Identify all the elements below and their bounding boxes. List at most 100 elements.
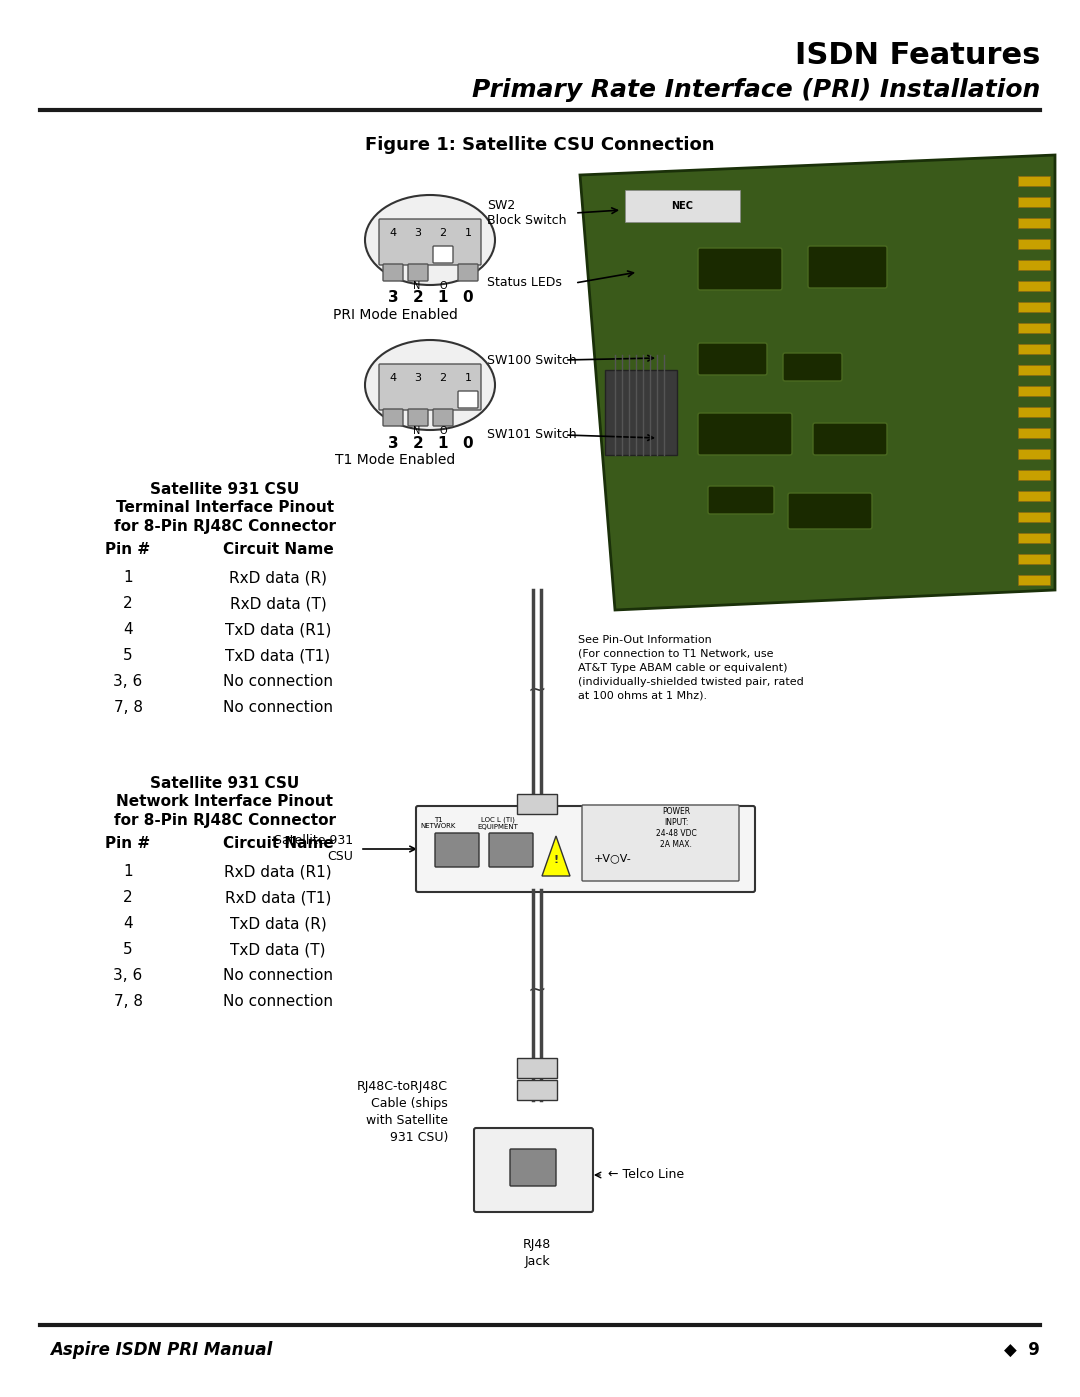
Bar [1018, 239, 1050, 249]
Polygon shape [542, 835, 570, 876]
Text: 3, 6: 3, 6 [113, 675, 143, 690]
Ellipse shape [365, 196, 495, 285]
Bar [1018, 427, 1050, 439]
FancyBboxPatch shape [489, 833, 534, 868]
FancyBboxPatch shape [510, 1148, 556, 1186]
Text: 4: 4 [390, 228, 396, 237]
Text: 4: 4 [390, 373, 396, 383]
Text: No connection: No connection [222, 675, 333, 690]
FancyBboxPatch shape [698, 249, 782, 291]
Text: LOC L (TI)
EQUIPMENT: LOC L (TI) EQUIPMENT [477, 816, 518, 830]
Text: TxD data (T): TxD data (T) [230, 943, 326, 957]
Text: 1: 1 [464, 373, 472, 383]
Text: ISDN Features: ISDN Features [795, 41, 1040, 70]
Text: for 8-Pin RJ48C Connector: for 8-Pin RJ48C Connector [114, 813, 336, 827]
Bar [1018, 218, 1050, 228]
Bar [1018, 407, 1050, 416]
Bar [1018, 260, 1050, 270]
Text: No connection: No connection [222, 700, 333, 715]
Text: 7, 8: 7, 8 [113, 700, 143, 715]
Text: 1: 1 [437, 291, 448, 306]
Text: 4: 4 [123, 916, 133, 932]
Text: ~: ~ [528, 981, 546, 1000]
Text: PRI Mode Enabled: PRI Mode Enabled [333, 307, 458, 321]
Text: Figure 1: Satellite CSU Connection: Figure 1: Satellite CSU Connection [365, 136, 715, 154]
Text: for 8-Pin RJ48C Connector: for 8-Pin RJ48C Connector [114, 518, 336, 534]
Text: ~: ~ [528, 680, 546, 700]
Text: RxD data (T1): RxD data (T1) [225, 890, 332, 905]
Text: SW101 Switch: SW101 Switch [487, 429, 577, 441]
FancyBboxPatch shape [474, 1127, 593, 1213]
Text: 2: 2 [413, 436, 423, 450]
Text: No connection: No connection [222, 968, 333, 983]
Bar [517, 1058, 557, 1078]
Bar [517, 793, 557, 814]
Bar [1018, 302, 1050, 312]
Text: ◆  9: ◆ 9 [1004, 1341, 1040, 1359]
Bar [1018, 555, 1050, 564]
Text: Satellite 931 CSU: Satellite 931 CSU [150, 482, 299, 497]
Ellipse shape [365, 339, 495, 430]
Bar [1018, 490, 1050, 502]
Text: 5: 5 [123, 648, 133, 664]
Text: 0: 0 [462, 291, 473, 306]
Text: No connection: No connection [222, 995, 333, 1010]
Text: 4: 4 [123, 623, 133, 637]
Text: T1
NETWORK: T1 NETWORK [420, 816, 456, 830]
Text: Network Interface Pinout: Network Interface Pinout [117, 795, 334, 809]
FancyBboxPatch shape [813, 423, 887, 455]
FancyBboxPatch shape [433, 409, 453, 426]
Text: 3, 6: 3, 6 [113, 968, 143, 983]
Text: 1: 1 [123, 865, 133, 880]
Text: 1: 1 [437, 436, 448, 450]
Bar [605, 370, 677, 455]
FancyBboxPatch shape [788, 493, 872, 529]
Bar [1018, 344, 1050, 353]
Text: N: N [414, 426, 421, 436]
Bar [1018, 448, 1050, 460]
Text: 7, 8: 7, 8 [113, 995, 143, 1010]
FancyBboxPatch shape [433, 246, 453, 263]
Bar [1018, 176, 1050, 186]
Bar [1018, 511, 1050, 522]
Text: 2: 2 [413, 291, 423, 306]
Text: See Pin-Out Information
(For connection to T1 Network, use
AT&T Type ABAM cable : See Pin-Out Information (For connection … [578, 636, 804, 701]
Bar [1018, 281, 1050, 291]
Text: 3: 3 [415, 228, 421, 237]
Text: 2: 2 [123, 890, 133, 905]
Text: RxD data (T): RxD data (T) [230, 597, 326, 612]
Text: RxD data (R): RxD data (R) [229, 570, 327, 585]
Text: 1: 1 [464, 228, 472, 237]
Text: O: O [440, 426, 447, 436]
FancyBboxPatch shape [379, 219, 481, 265]
FancyBboxPatch shape [458, 391, 478, 408]
Text: 3: 3 [388, 291, 399, 306]
Text: O: O [440, 281, 447, 291]
Text: Pin #: Pin # [106, 542, 150, 557]
FancyBboxPatch shape [416, 806, 755, 893]
Text: SW2
Block Switch: SW2 Block Switch [487, 198, 567, 226]
Text: 3: 3 [415, 373, 421, 383]
Text: 2: 2 [123, 597, 133, 612]
Text: Satellite 931 CSU: Satellite 931 CSU [150, 777, 299, 792]
Bar [1018, 534, 1050, 543]
Text: TxD data (T1): TxD data (T1) [226, 648, 330, 664]
Text: Status LEDs: Status LEDs [487, 277, 562, 289]
Text: TxD data (R1): TxD data (R1) [225, 623, 332, 637]
Polygon shape [580, 155, 1055, 610]
FancyBboxPatch shape [783, 353, 842, 381]
Text: 2: 2 [440, 228, 446, 237]
FancyBboxPatch shape [435, 833, 480, 868]
Text: Aspire ISDN PRI Manual: Aspire ISDN PRI Manual [50, 1341, 272, 1359]
FancyBboxPatch shape [582, 805, 739, 882]
FancyBboxPatch shape [408, 264, 428, 281]
Text: 0: 0 [462, 436, 473, 450]
Text: 5: 5 [123, 943, 133, 957]
Text: POWER
INPUT:
24-48 VDC
2A MAX.: POWER INPUT: 24-48 VDC 2A MAX. [656, 807, 697, 849]
FancyBboxPatch shape [698, 344, 767, 374]
Text: 1: 1 [123, 570, 133, 585]
Text: RJ48C-toRJ48C
Cable (ships
with Satellite
931 CSU): RJ48C-toRJ48C Cable (ships with Satellit… [357, 1080, 448, 1144]
Bar [517, 1080, 557, 1099]
Text: Satellite 931
CSU: Satellite 931 CSU [274, 834, 353, 863]
Text: 3: 3 [388, 436, 399, 450]
